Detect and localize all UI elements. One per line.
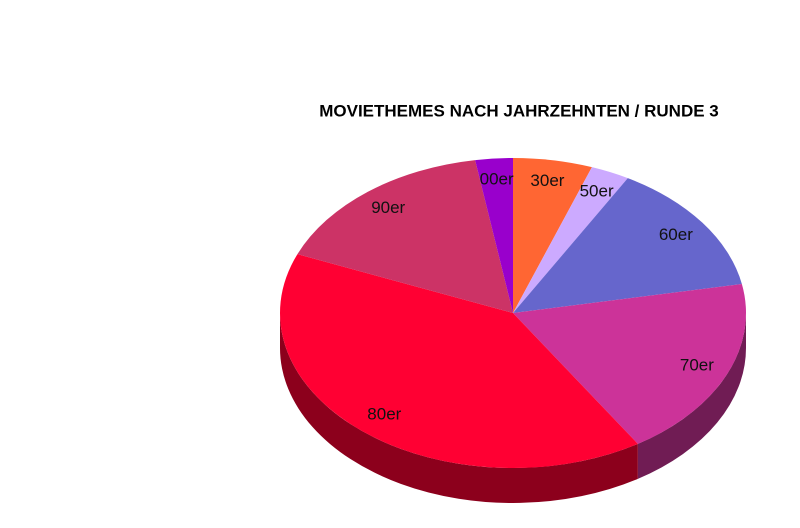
slice-label: 00er (480, 170, 514, 189)
slice-side (637, 313, 746, 479)
pie-slice (513, 158, 592, 313)
pie-slice (513, 167, 628, 313)
slice-label: 50er (580, 181, 614, 200)
chart-title: MOVIETHEMES NACH JAHRZEHNTEN / RUNDE 3 (319, 101, 719, 120)
slice-label: 80er (367, 405, 401, 424)
pie-slice (279, 254, 638, 469)
slice-label: 90er (371, 198, 405, 217)
pie-slice (475, 158, 513, 313)
slice-label: 30er (530, 171, 564, 190)
slice-side (280, 313, 638, 503)
slice-label: 60er (659, 225, 693, 244)
slice-label: 70er (680, 355, 714, 374)
pie-slice (513, 283, 746, 444)
pie-slice (513, 178, 742, 313)
pie-slice (297, 160, 513, 313)
